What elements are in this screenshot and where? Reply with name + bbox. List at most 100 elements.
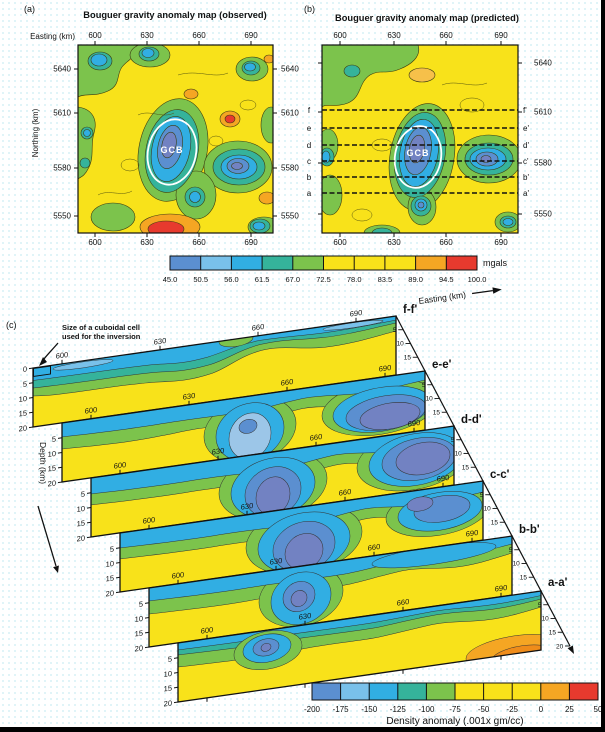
gcb-label-b: GCB <box>407 148 430 158</box>
tick-label: 20 <box>48 478 56 488</box>
section-label: e-e' <box>432 359 452 371</box>
tick-label: 10 <box>455 451 463 458</box>
map-a-frame <box>77 44 274 234</box>
panel-c-tag: (c) <box>6 320 17 330</box>
scale-value: 78.0 <box>347 275 362 284</box>
colorbar-cell <box>569 683 598 700</box>
tick-label: 660 <box>397 597 409 608</box>
tick-label: 690 <box>244 238 258 247</box>
tick-label: 5580 <box>281 164 299 173</box>
colorbar-cell <box>170 256 201 270</box>
tick-label: 5640 <box>53 65 71 74</box>
section-f: 600 630 660 690 0 5 10 15 20 <box>19 308 397 434</box>
section-label: c-c' <box>490 469 510 481</box>
profile-line-labels: f e d c b a f' e' d' c' b' a' <box>307 106 530 198</box>
gravity-colorbar-labels: 45.0 50.5 56.0 61.5 67.0 72.5 78.0 83.5 … <box>163 275 487 284</box>
scale-value: 83.5 <box>378 275 393 284</box>
colorbar-cell <box>262 256 293 270</box>
line-label: a <box>307 189 312 198</box>
tick-label: 5610 <box>53 109 71 118</box>
scale-value: 45.0 <box>163 275 178 284</box>
panel-b-tag: (b) <box>304 4 315 14</box>
tick-label: 5640 <box>534 59 552 68</box>
line-label: e <box>307 124 312 133</box>
tick-label: 15 <box>19 408 27 418</box>
tick-label: 5 <box>538 602 542 609</box>
scale-value: -200 <box>304 705 321 714</box>
tick-label: 15 <box>549 630 557 637</box>
tick-label: 5610 <box>281 109 299 118</box>
tick-label: 5 <box>451 437 455 444</box>
tick-label: 5610 <box>534 108 552 117</box>
easting-arrow-label: Easting (km) <box>418 289 467 306</box>
scan-border-bottom <box>0 727 605 732</box>
tick-label: 660 <box>310 432 322 443</box>
tick-label: 20 <box>77 533 85 543</box>
colorbar-cell <box>369 683 398 700</box>
tick-label: 660 <box>192 238 206 247</box>
density-colorbar: -200 -175 -150 -125 -100 -75 -50 -25 0 2… <box>304 682 603 727</box>
arrow-head-icon <box>567 645 574 654</box>
tick-label: 600 <box>114 460 126 471</box>
tick-label: 10 <box>135 614 143 624</box>
tick-label: 10 <box>542 616 550 623</box>
gcb-label-a: GCB <box>161 145 184 155</box>
scale-value: -175 <box>333 705 350 714</box>
tick-label: 600 <box>88 31 102 40</box>
scale-value: -75 <box>449 705 461 714</box>
tick-label: 20 <box>106 588 114 598</box>
tick-label: 600 <box>85 405 97 416</box>
gcb-outline-b <box>393 125 443 189</box>
panel-a-x-axis-label: Easting (km) <box>30 32 75 41</box>
scale-value: 100.0 <box>468 275 487 284</box>
tick-label: 660 <box>252 322 264 333</box>
line-label: a' <box>523 189 529 198</box>
tick-label: 600 <box>143 515 155 526</box>
tick-label: 690 <box>379 363 391 374</box>
tick-label: 5550 <box>53 212 71 221</box>
tick-label: 10 <box>513 561 521 568</box>
tick-label: 15 <box>77 518 85 528</box>
section-d: 600 630 660 690 5 10 15 20 <box>77 418 455 544</box>
section-label: d-d' <box>461 414 482 426</box>
tick-label: 5 <box>23 379 27 389</box>
map-b-contours: GCB <box>322 45 518 233</box>
scale-value: -125 <box>390 705 407 714</box>
panel-b: (b) Bouguer gravity anomaly map (predict… <box>304 4 552 247</box>
colorbar-cell <box>354 256 385 270</box>
tick-label: 15 <box>48 463 56 473</box>
tick-label: 660 <box>281 377 293 388</box>
tick-label: 15 <box>106 573 114 583</box>
tick-label: 5580 <box>534 159 552 168</box>
colorbar-cell <box>340 683 370 700</box>
tick-label: 630 <box>387 238 401 247</box>
tick-label: 15 <box>520 575 528 582</box>
scale-value: 0 <box>539 705 544 714</box>
panel-b-title: Bouguer gravity anomaly map (predicted) <box>335 13 519 23</box>
colorbar-cell <box>397 683 427 700</box>
tick-label: 15 <box>135 628 143 638</box>
colorbar-cell <box>446 256 477 270</box>
section-b: 600 630 660 690 5 10 15 20 <box>135 528 513 654</box>
tick-label: 630 <box>183 391 195 402</box>
tick-label: 20 <box>135 643 143 653</box>
colorbar-cell <box>384 256 416 270</box>
tick-label: 0 <box>23 364 27 374</box>
tick-label: 690 <box>244 31 258 40</box>
tick-label: 630 <box>140 31 154 40</box>
tick-label: 600 <box>333 31 347 40</box>
line-label: c' <box>523 157 529 166</box>
tick-label: 5580 <box>53 164 71 173</box>
scale-value: 61.5 <box>255 275 270 284</box>
scale-value: 89.0 <box>408 275 423 284</box>
tick-label: 10 <box>19 394 27 404</box>
scale-value: 94.5 <box>439 275 454 284</box>
tick-label: 5550 <box>534 210 552 219</box>
scan-border-right <box>601 0 605 732</box>
map-a-ticks <box>74 41 277 237</box>
section-e: 600 630 660 690 5 10 15 20 <box>48 363 426 489</box>
depth-axis: Depth (km) <box>37 442 59 573</box>
tick-label: 630 <box>241 501 253 512</box>
line-label: c <box>307 157 311 166</box>
tick-label: 690 <box>494 31 508 40</box>
